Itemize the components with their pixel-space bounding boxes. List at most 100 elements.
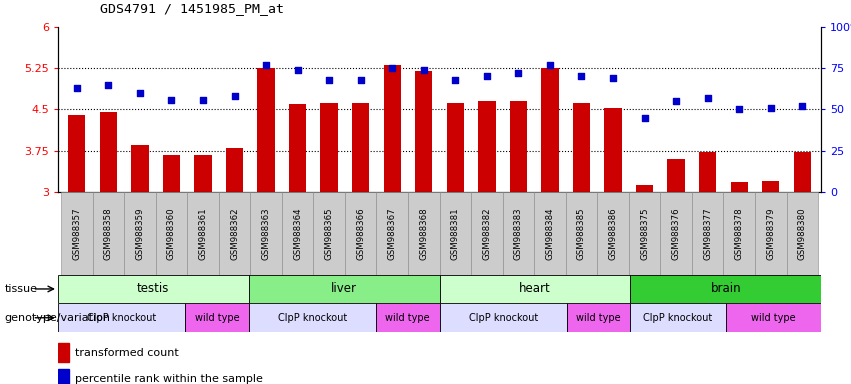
Point bbox=[101, 82, 115, 88]
Bar bbox=[503, 192, 534, 275]
Text: ClpP knockout: ClpP knockout bbox=[277, 313, 347, 323]
Point bbox=[260, 62, 273, 68]
Point bbox=[764, 105, 778, 111]
Text: GSM988386: GSM988386 bbox=[608, 207, 618, 260]
Bar bbox=[597, 192, 629, 275]
Text: GSM988365: GSM988365 bbox=[324, 207, 334, 260]
Text: GSM988375: GSM988375 bbox=[640, 207, 649, 260]
Bar bbox=[58, 275, 248, 303]
Point bbox=[164, 96, 178, 103]
Bar bbox=[541, 68, 558, 192]
Bar bbox=[131, 145, 149, 192]
Text: wild type: wild type bbox=[195, 313, 239, 323]
Text: GSM988367: GSM988367 bbox=[388, 207, 397, 260]
Point bbox=[606, 75, 620, 81]
Point bbox=[197, 96, 210, 103]
Bar bbox=[762, 181, 780, 192]
Bar bbox=[93, 192, 124, 275]
Text: testis: testis bbox=[137, 283, 169, 295]
Bar bbox=[376, 303, 439, 332]
Text: transformed count: transformed count bbox=[75, 348, 179, 358]
Bar bbox=[604, 108, 622, 192]
Text: GSM988376: GSM988376 bbox=[671, 207, 681, 260]
Bar bbox=[726, 303, 821, 332]
Point bbox=[70, 85, 83, 91]
Point bbox=[323, 77, 336, 83]
Text: GSM988383: GSM988383 bbox=[514, 207, 523, 260]
Text: GSM988368: GSM988368 bbox=[420, 207, 428, 260]
Bar bbox=[566, 192, 597, 275]
Point bbox=[480, 73, 494, 79]
Bar bbox=[730, 182, 748, 192]
Bar bbox=[68, 115, 85, 192]
Bar bbox=[345, 192, 376, 275]
Bar bbox=[100, 112, 117, 192]
Text: GSM988364: GSM988364 bbox=[293, 207, 302, 260]
Bar bbox=[219, 192, 250, 275]
Bar bbox=[439, 192, 471, 275]
Text: brain: brain bbox=[711, 283, 741, 295]
Bar bbox=[321, 103, 338, 192]
Text: GSM988366: GSM988366 bbox=[357, 207, 365, 260]
Bar bbox=[58, 369, 69, 384]
Text: GSM988380: GSM988380 bbox=[797, 207, 807, 260]
Bar bbox=[723, 192, 755, 275]
Text: GDS4791 / 1451985_PM_at: GDS4791 / 1451985_PM_at bbox=[100, 2, 284, 15]
Text: GSM988361: GSM988361 bbox=[198, 207, 208, 260]
Text: GSM988377: GSM988377 bbox=[703, 207, 712, 260]
Point bbox=[701, 95, 715, 101]
Point bbox=[386, 65, 399, 71]
Point bbox=[733, 106, 746, 113]
Text: wild type: wild type bbox=[386, 313, 430, 323]
Text: GSM988384: GSM988384 bbox=[545, 207, 555, 260]
Text: GSM988360: GSM988360 bbox=[167, 207, 176, 260]
Bar bbox=[163, 155, 180, 192]
Bar bbox=[478, 101, 495, 192]
Bar bbox=[439, 303, 567, 332]
Bar bbox=[226, 148, 243, 192]
Bar bbox=[58, 344, 69, 362]
Bar bbox=[313, 192, 345, 275]
Text: GSM988378: GSM988378 bbox=[734, 207, 744, 260]
Bar bbox=[61, 192, 93, 275]
Text: tissue: tissue bbox=[4, 284, 37, 294]
Text: genotype/variation: genotype/variation bbox=[4, 313, 111, 323]
Bar bbox=[692, 192, 723, 275]
Text: GSM988379: GSM988379 bbox=[766, 207, 775, 260]
Bar bbox=[786, 192, 818, 275]
Text: GSM988381: GSM988381 bbox=[451, 207, 460, 260]
Text: GSM988382: GSM988382 bbox=[483, 207, 491, 260]
Bar bbox=[248, 275, 439, 303]
Point bbox=[417, 67, 431, 73]
Text: GSM988358: GSM988358 bbox=[104, 207, 113, 260]
Bar bbox=[636, 185, 654, 192]
Text: ClpP knockout: ClpP knockout bbox=[643, 313, 712, 323]
Bar bbox=[447, 103, 464, 192]
Text: liver: liver bbox=[331, 283, 357, 295]
Text: GSM988363: GSM988363 bbox=[261, 207, 271, 260]
Point bbox=[228, 93, 242, 99]
Text: GSM988359: GSM988359 bbox=[135, 207, 145, 260]
Point bbox=[543, 62, 557, 68]
Bar bbox=[124, 192, 156, 275]
Bar bbox=[289, 104, 306, 192]
Bar bbox=[573, 103, 590, 192]
Point bbox=[669, 98, 683, 104]
Bar bbox=[257, 68, 275, 192]
Point bbox=[637, 115, 651, 121]
Bar bbox=[471, 192, 503, 275]
Text: ClpP knockout: ClpP knockout bbox=[87, 313, 156, 323]
Bar bbox=[187, 192, 219, 275]
Bar bbox=[352, 103, 369, 192]
Bar bbox=[248, 303, 376, 332]
Bar bbox=[567, 303, 631, 332]
Text: wild type: wild type bbox=[751, 313, 796, 323]
Bar bbox=[699, 152, 717, 192]
Text: ClpP knockout: ClpP knockout bbox=[469, 313, 538, 323]
Point bbox=[448, 77, 462, 83]
Bar bbox=[631, 275, 821, 303]
Text: wild type: wild type bbox=[576, 313, 621, 323]
Bar bbox=[408, 192, 439, 275]
Bar bbox=[384, 65, 401, 192]
Bar bbox=[156, 192, 187, 275]
